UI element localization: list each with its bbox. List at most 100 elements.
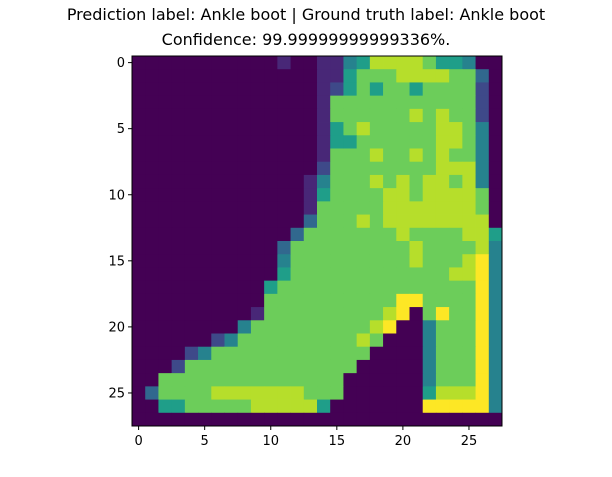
- heatmap-cell: [317, 69, 331, 83]
- heatmap-cell: [145, 227, 159, 242]
- heatmap-cell: [290, 373, 305, 387]
- heatmap-cell: [250, 267, 265, 282]
- heatmap-cell: [330, 148, 344, 163]
- heatmap-cell: [198, 148, 212, 163]
- heatmap-cell: [383, 122, 397, 136]
- heatmap-cell: [198, 241, 212, 255]
- heatmap-cell: [422, 320, 437, 334]
- heatmap-cell: [475, 95, 490, 110]
- heatmap-cell: [198, 293, 212, 308]
- heatmap-cell: [237, 307, 252, 321]
- heatmap-cell: [145, 412, 159, 427]
- heatmap-cell: [396, 108, 410, 123]
- heatmap-cell: [330, 201, 344, 215]
- heatmap-cell: [369, 346, 384, 361]
- heatmap-cell: [330, 307, 344, 321]
- heatmap-cell: [396, 346, 410, 361]
- heatmap-cell: [330, 95, 344, 110]
- heatmap-cell: [145, 320, 159, 334]
- heatmap-cell: [383, 56, 397, 70]
- heatmap-cell: [409, 359, 424, 374]
- heatmap-cell: [343, 161, 358, 176]
- heatmap-cell: [488, 373, 503, 387]
- heatmap-cell: [422, 254, 437, 268]
- heatmap-cell: [145, 267, 159, 282]
- heatmap-cell: [383, 373, 397, 387]
- heatmap-cell: [237, 227, 252, 242]
- heatmap-cell: [343, 254, 358, 268]
- heatmap-cell: [145, 241, 159, 255]
- heatmap-cell: [383, 161, 397, 176]
- heatmap-cell: [171, 135, 186, 149]
- heatmap-cell: [475, 399, 490, 414]
- heatmap-cell: [409, 227, 424, 242]
- heatmap-cell: [158, 399, 173, 414]
- heatmap-cell: [290, 359, 305, 374]
- heatmap-cell: [171, 69, 186, 83]
- heatmap-cell: [356, 161, 371, 176]
- heatmap-cell: [224, 320, 239, 334]
- heatmap-cell: [211, 386, 225, 400]
- heatmap-cell: [198, 280, 212, 295]
- heatmap-cell: [449, 241, 463, 255]
- heatmap-cell: [449, 333, 463, 348]
- heatmap-cell: [383, 254, 397, 268]
- heatmap-cell: [330, 108, 344, 123]
- heatmap-cell: [184, 320, 199, 334]
- heatmap-cell: [290, 148, 305, 163]
- heatmap-cell: [277, 95, 291, 110]
- heatmap-cell: [422, 280, 437, 295]
- heatmap-cell: [449, 82, 463, 97]
- heatmap-cell: [277, 135, 291, 149]
- heatmap-cell: [264, 56, 278, 70]
- heatmap-cell: [145, 359, 159, 374]
- heatmap-cell: [184, 293, 199, 308]
- heatmap-cell: [303, 148, 318, 163]
- heatmap-cell: [132, 82, 146, 97]
- heatmap-cell: [184, 280, 199, 295]
- heatmap-cell: [158, 122, 173, 136]
- heatmap-cell: [264, 320, 278, 334]
- heatmap-cell: [264, 399, 278, 414]
- heatmap-cell: [409, 320, 424, 334]
- heatmap-cell: [369, 267, 384, 282]
- heatmap-cell: [277, 69, 291, 83]
- heatmap-cell: [303, 174, 318, 189]
- heatmap-cell: [383, 201, 397, 215]
- heatmap-cell: [290, 280, 305, 295]
- heatmap-cell: [303, 241, 318, 255]
- heatmap-cell: [488, 56, 503, 70]
- heatmap-cell: [237, 108, 252, 123]
- heatmap-cell: [488, 412, 503, 427]
- heatmap-cell: [396, 174, 410, 189]
- heatmap-cell: [303, 95, 318, 110]
- heatmap-cell: [343, 108, 358, 123]
- heatmap-cell: [211, 307, 225, 321]
- heatmap-cell: [237, 333, 252, 348]
- heatmap-cell: [383, 267, 397, 282]
- heatmap-cell: [422, 333, 437, 348]
- heatmap-cell: [396, 227, 410, 242]
- heatmap-cell: [475, 214, 490, 229]
- heatmap-cell: [356, 373, 371, 387]
- heatmap-cell: [356, 293, 371, 308]
- heatmap-cell: [290, 95, 305, 110]
- heatmap-cell: [264, 254, 278, 268]
- heatmap-cell: [396, 320, 410, 334]
- heatmap-cell: [462, 241, 476, 255]
- heatmap-cell: [250, 188, 265, 202]
- heatmap-cell: [250, 148, 265, 163]
- heatmap-cell: [264, 135, 278, 149]
- heatmap-cell: [356, 307, 371, 321]
- heatmap-cell: [264, 69, 278, 83]
- heatmap-cell: [237, 214, 252, 229]
- heatmap-cell: [184, 373, 199, 387]
- heatmap-cell: [198, 386, 212, 400]
- heatmap-cell: [264, 82, 278, 97]
- heatmap-cell: [184, 108, 199, 123]
- heatmap-cell: [237, 412, 252, 427]
- heatmap-cell: [277, 359, 291, 374]
- heatmap-cell: [224, 188, 239, 202]
- heatmap-cell: [132, 108, 146, 123]
- heatmap-cell: [317, 320, 331, 334]
